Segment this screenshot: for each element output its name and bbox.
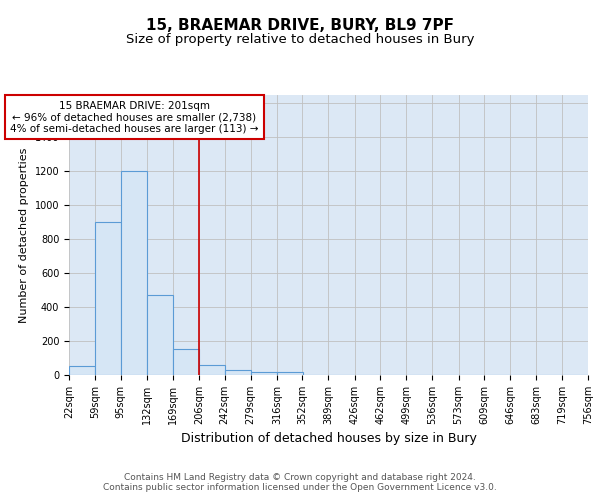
Text: Size of property relative to detached houses in Bury: Size of property relative to detached ho… (126, 32, 474, 46)
Y-axis label: Number of detached properties: Number of detached properties (19, 148, 29, 322)
Bar (199, 365, 225, 375)
X-axis label: Distribution of detached houses by size in Bury: Distribution of detached houses by size … (181, 432, 476, 446)
Bar (224, 370, 251, 375)
Bar (121, 172, 147, 375)
Bar (277, 372, 303, 375)
Bar (147, 295, 173, 375)
Bar (251, 372, 277, 375)
Bar (95, 222, 121, 375)
Bar (69, 366, 95, 375)
Text: 15, BRAEMAR DRIVE, BURY, BL9 7PF: 15, BRAEMAR DRIVE, BURY, BL9 7PF (146, 18, 454, 32)
Bar (173, 348, 199, 375)
Text: 15 BRAEMAR DRIVE: 201sqm
← 96% of detached houses are smaller (2,738)
4% of semi: 15 BRAEMAR DRIVE: 201sqm ← 96% of detach… (10, 100, 259, 134)
Text: Contains HM Land Registry data © Crown copyright and database right 2024.
Contai: Contains HM Land Registry data © Crown c… (103, 473, 497, 492)
